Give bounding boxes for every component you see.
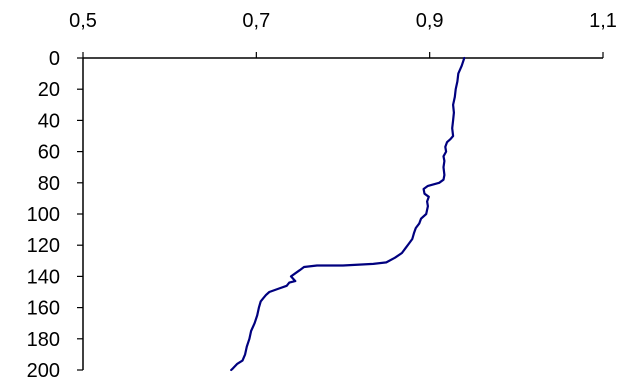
y-tick-label: 0: [49, 48, 60, 70]
y-tick-label: 20: [38, 79, 60, 101]
x-tick-label: 0,9: [416, 10, 444, 32]
y-tick-label: 180: [27, 329, 60, 351]
y-tick-label: 100: [27, 204, 60, 226]
x-tick-label: 0,5: [69, 10, 97, 32]
tick-labels: 0,5 0,7 0,9 1,1 0 20 40 60 80 100 120 140 160 180 200: [27, 10, 617, 382]
axes: [82, 57, 603, 370]
y-tick-label: 60: [38, 142, 60, 164]
series: [230, 56, 466, 372]
y-tick-label: 80: [38, 173, 60, 195]
y-tick-label: 120: [27, 235, 60, 257]
ticks: [77, 52, 604, 371]
y-tick-label: 140: [27, 266, 60, 288]
y-tick-label: 160: [27, 298, 60, 320]
y-tick-label: 200: [27, 360, 60, 382]
x-tick-label: 1,1: [589, 10, 617, 32]
x-tick-label: 0,7: [242, 10, 270, 32]
series-line: [230, 56, 466, 372]
y-tick-label: 40: [38, 110, 60, 132]
